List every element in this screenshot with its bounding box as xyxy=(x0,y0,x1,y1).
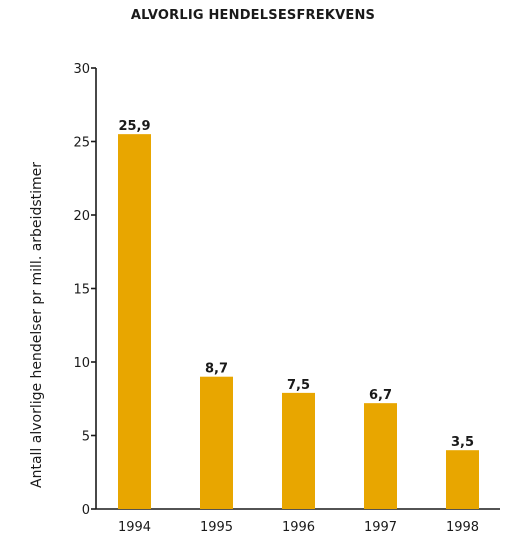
bar xyxy=(446,450,479,509)
bar xyxy=(118,134,151,509)
data-label: 25,9 xyxy=(118,119,150,134)
data-label: 8,7 xyxy=(205,362,228,377)
data-label: 6,7 xyxy=(369,388,392,403)
bar xyxy=(200,376,233,509)
x-tick-label: 1994 xyxy=(118,520,151,535)
y-tick-label: 15 xyxy=(73,283,90,298)
data-label: 3,5 xyxy=(451,435,474,450)
bar xyxy=(282,392,315,509)
x-tick-label: 1996 xyxy=(282,520,315,535)
bars xyxy=(118,134,479,509)
y-tick-label: 30 xyxy=(73,62,90,77)
y-axis-label-group: Antall alvorlige hendelser pr mill. arbe… xyxy=(29,162,45,488)
y-tick-label: 5 xyxy=(82,430,90,445)
labels: 1994 25,9 1995 8,7 1996 7,5 1997 6,7 1998 3,5 xyxy=(118,119,479,535)
y-tick-label: 0 xyxy=(82,503,90,518)
x-tick-label: 1997 xyxy=(364,520,397,535)
bar xyxy=(364,403,397,509)
y-tick-label: 25 xyxy=(73,136,90,151)
y-tick-label: 10 xyxy=(73,356,90,371)
x-tick-label: 1998 xyxy=(446,520,479,535)
x-tick-label: 1995 xyxy=(200,520,233,535)
chart-title: ALVORLIG HENDELSESFREKVENS xyxy=(130,8,376,23)
y-axis-label: Antall alvorlige hendelser pr mill. arbe… xyxy=(29,162,45,488)
data-label: 7,5 xyxy=(287,378,310,393)
y-tick-label: 20 xyxy=(73,209,90,224)
